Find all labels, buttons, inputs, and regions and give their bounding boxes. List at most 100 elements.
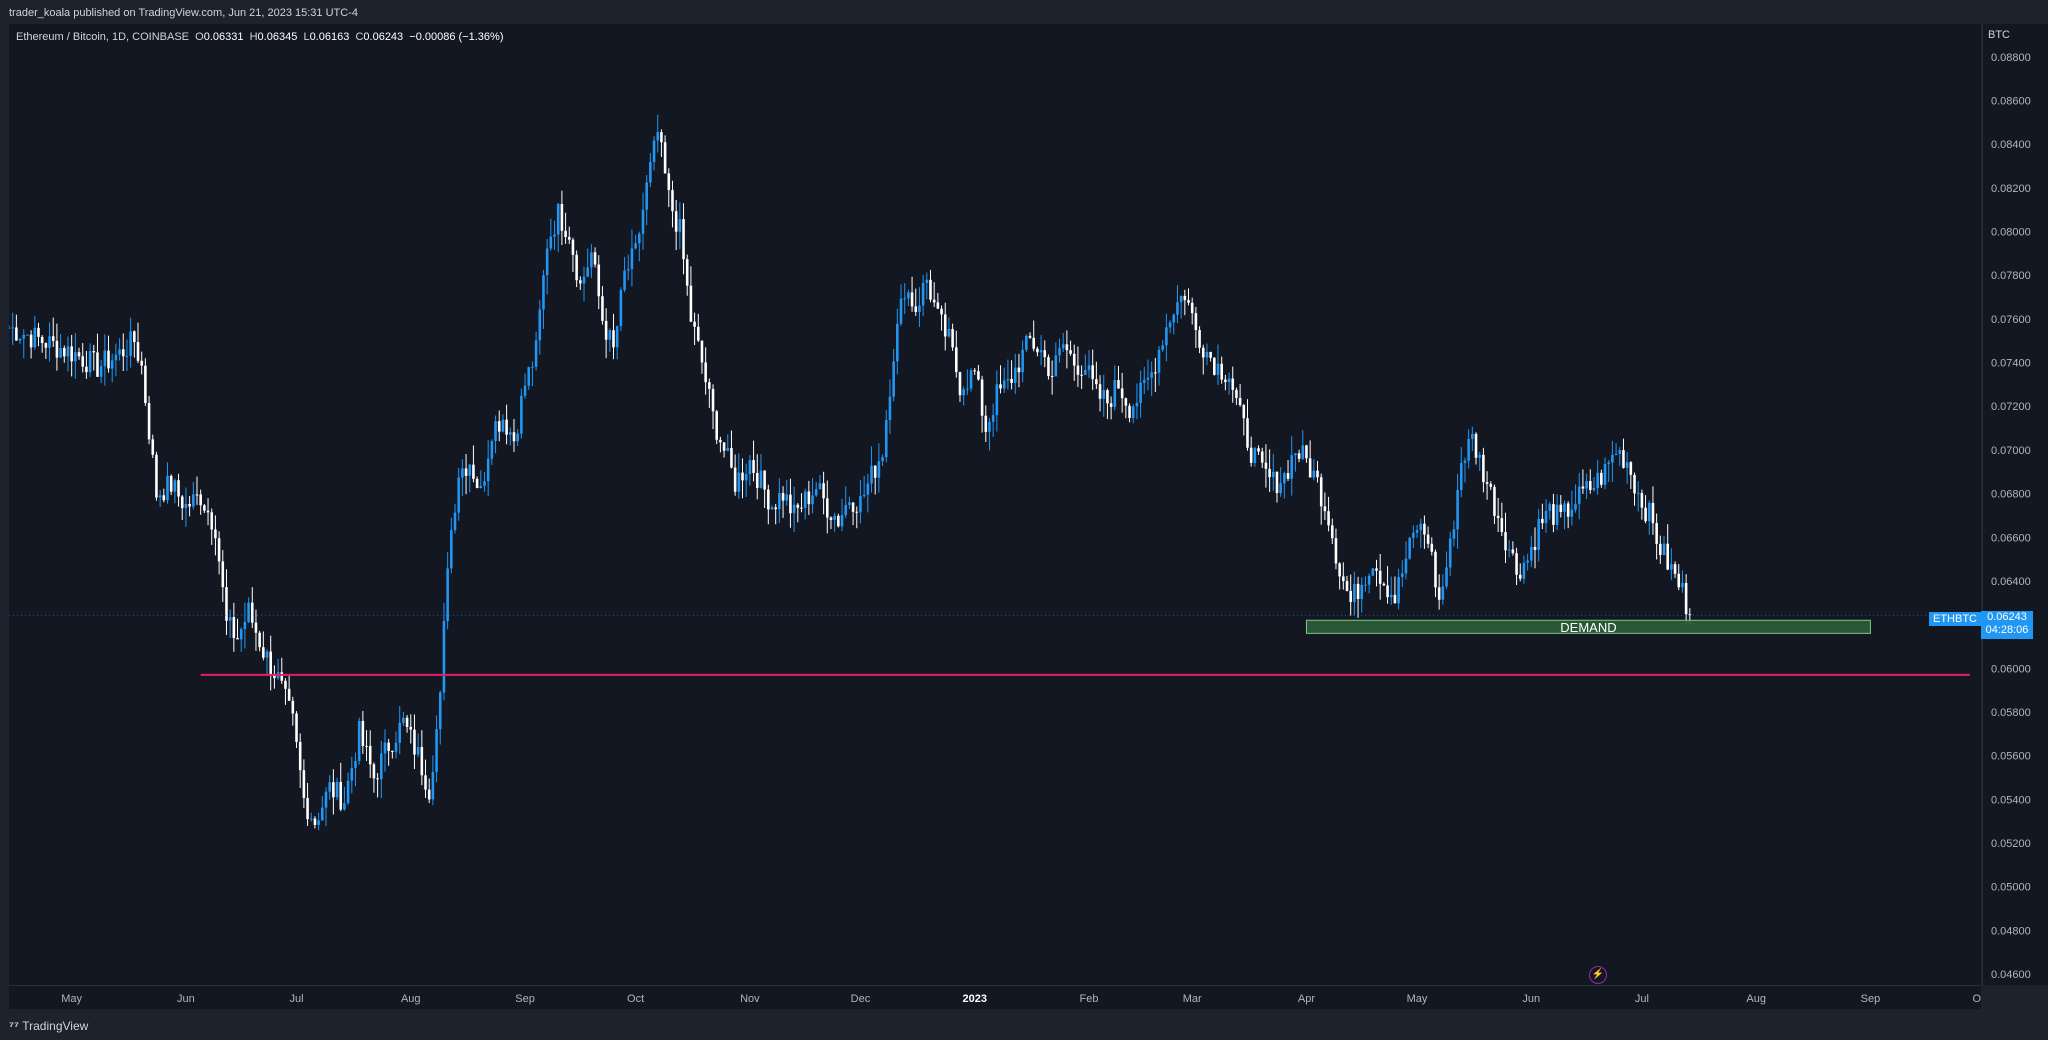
candle-body <box>1065 344 1069 351</box>
candle-body <box>317 820 320 825</box>
candle-body <box>1688 614 1692 616</box>
candle-body <box>1216 363 1220 375</box>
candle-body <box>59 348 62 358</box>
candle-body <box>486 458 490 482</box>
candle-body <box>1102 390 1106 399</box>
candle-body <box>1308 458 1312 478</box>
candle-body <box>1047 357 1050 377</box>
candle-body <box>1036 348 1039 353</box>
candle-body <box>420 747 424 776</box>
candle-body <box>884 420 888 458</box>
candle-body <box>778 493 781 510</box>
candle-body <box>564 230 567 237</box>
candle-body <box>18 338 22 341</box>
candle-body <box>534 340 538 367</box>
candle-body <box>1334 538 1338 564</box>
candle-body <box>1286 473 1290 479</box>
candle-body <box>966 388 969 390</box>
candle-body <box>759 470 763 488</box>
candle-body <box>1084 370 1087 375</box>
candle-body <box>158 495 162 498</box>
candle-body <box>1220 363 1223 380</box>
candle-body <box>22 334 26 339</box>
price-scale[interactable]: 0.08800 0.08600 0.08400 0.08200 0.08000 0.078… <box>1982 24 2048 985</box>
candle-body <box>1522 562 1526 579</box>
candle-body <box>379 753 383 780</box>
candle-body <box>1249 447 1253 463</box>
candle-body <box>1312 470 1316 478</box>
candle-body <box>1397 577 1400 604</box>
candle-body <box>825 498 829 518</box>
candle-body <box>472 464 475 479</box>
candle-body <box>1467 438 1470 461</box>
candle-body <box>1574 503 1577 510</box>
chart-pane[interactable]: DEMAND Ethereum / Bitcoin, 1D, COINBASE … <box>9 24 1981 985</box>
candle-body <box>40 336 44 344</box>
candle-body <box>1172 314 1176 323</box>
candle-body <box>1087 365 1091 371</box>
price-tick-label: 0.07200 <box>1991 401 2031 413</box>
candle-body <box>372 764 376 779</box>
candle-body <box>1541 518 1544 524</box>
candle-body <box>365 745 368 747</box>
candle-body <box>531 366 534 368</box>
candle-body <box>339 781 343 810</box>
candle-body <box>995 384 999 416</box>
candle-body <box>1283 473 1286 484</box>
candle-body <box>1500 518 1504 533</box>
candle-body <box>295 713 298 742</box>
candle-body <box>1194 313 1198 330</box>
candle-body <box>155 454 158 498</box>
candle-body <box>192 494 195 507</box>
candle-body <box>1544 510 1548 524</box>
candle-body <box>1570 509 1574 517</box>
candle-body <box>254 622 258 633</box>
candle-body <box>1290 455 1294 479</box>
candle-body <box>376 778 379 780</box>
candle-body <box>1168 322 1172 328</box>
candle-body <box>1253 448 1257 463</box>
price-tick-label: 0.05200 <box>1991 838 2031 850</box>
time-tick-label: Aug <box>401 993 421 1005</box>
candle-body <box>494 421 497 442</box>
candle-body <box>560 204 564 231</box>
candle-body <box>1238 398 1242 406</box>
candle-body <box>1069 350 1072 354</box>
candle-body <box>107 350 110 369</box>
candle-body <box>1135 402 1139 407</box>
candle-body <box>652 140 656 163</box>
time-tick-label: Oct <box>627 993 644 1005</box>
time-tick-label: Sep <box>1861 993 1881 1005</box>
price-tick-label: 0.06800 <box>1991 489 2031 501</box>
price-tick-label: 0.05600 <box>1991 751 2031 763</box>
candle-body <box>37 327 40 337</box>
candle-body <box>940 308 943 315</box>
time-scale[interactable]: May Jun Jul Aug Sep Oct Nov Dec 2023 Feb Mar Apr May… <box>9 985 1981 1010</box>
price-tick-label: 0.07800 <box>1991 270 2031 282</box>
candle-body <box>1459 462 1463 491</box>
candle-body <box>516 433 519 442</box>
candle-body <box>501 419 505 432</box>
candlestick-chart[interactable]: DEMAND <box>9 24 1981 985</box>
candle-body <box>1378 570 1382 584</box>
candle-body <box>1596 472 1599 488</box>
candle-body <box>99 366 103 377</box>
candle-body <box>862 494 866 496</box>
candle-body <box>413 729 416 755</box>
price-tick-label: 0.05400 <box>1991 794 2031 806</box>
candle-body <box>674 211 678 232</box>
candle-body <box>357 720 361 761</box>
candle-body <box>1095 379 1098 385</box>
candle-body <box>1209 351 1212 358</box>
lightning-icon[interactable]: ⚡ <box>1589 966 1607 984</box>
candle-body <box>383 742 387 754</box>
candle-body <box>136 342 140 361</box>
candle-body <box>947 329 951 337</box>
candle-body <box>1404 558 1408 574</box>
candle-body <box>1585 481 1588 489</box>
candle-body <box>1566 503 1570 517</box>
candle-body <box>1345 581 1349 592</box>
candle-body <box>475 478 479 489</box>
candle-body <box>1577 486 1581 504</box>
candle-body <box>217 538 221 562</box>
